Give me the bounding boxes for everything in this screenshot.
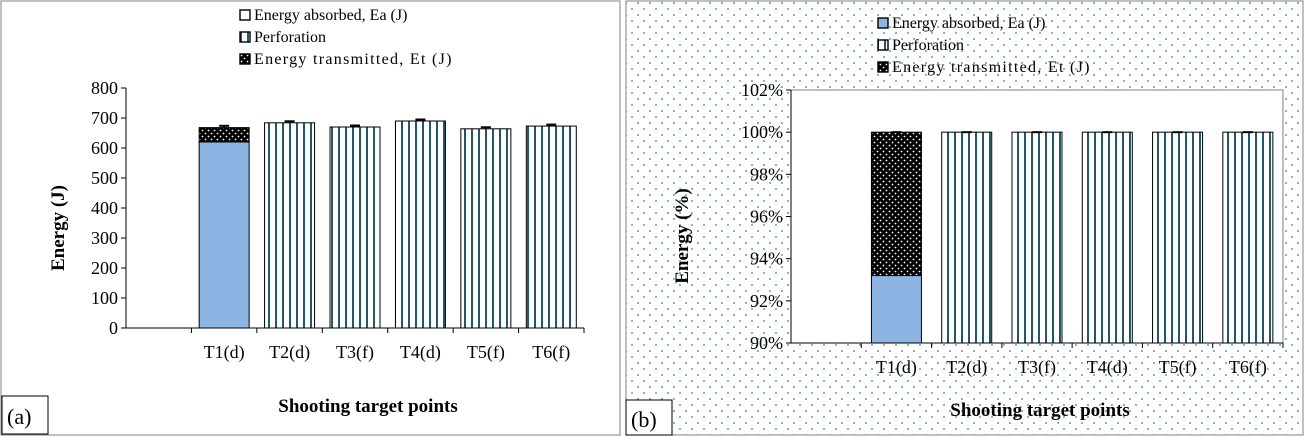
- x-tick-label: T2(d): [946, 357, 987, 378]
- x-tick-label: T6(f): [532, 342, 570, 363]
- legend-label-perforation: Perforation: [892, 37, 964, 54]
- y-tick-label: 0: [109, 318, 118, 338]
- x-tick-label: T5(f): [1159, 357, 1197, 378]
- bar-transmitted: [198, 127, 250, 143]
- bar-absorbed: [870, 275, 922, 344]
- bar-absorbed: [198, 141, 250, 329]
- y-tick-label: 90%: [750, 333, 783, 353]
- x-tick-label: T2(d): [269, 342, 310, 363]
- legend-label-absorbed: Energy absorbed, Ea (J): [892, 15, 1045, 32]
- y-tick-label: 94%: [750, 249, 783, 269]
- panel-b: 90% 92% 94% 96% 98% 100% 102% T1(d) T2(d) T3(f) T4…: [625, 0, 1304, 436]
- y-tick-label: 102%: [741, 80, 783, 100]
- x-tick-label: T4(d): [1087, 357, 1128, 378]
- y-tick-label: 300: [91, 228, 118, 248]
- bar-perforation: [1011, 131, 1063, 344]
- bar-perforation: [1081, 131, 1133, 344]
- legend-swatch-transmitted: [877, 61, 889, 73]
- panel-b-xlabel: Shooting target points: [950, 400, 1129, 421]
- legend-swatch-absorbed: [877, 17, 889, 29]
- y-tick-label: 98%: [750, 164, 783, 184]
- y-tick-label: 96%: [750, 207, 783, 227]
- y-tick-label: 700: [91, 108, 118, 128]
- y-tick-label: 500: [91, 168, 118, 188]
- x-tick-label: T1(d): [876, 357, 917, 378]
- y-tick-label: 600: [91, 138, 118, 158]
- x-tick-label: T5(f): [467, 342, 505, 363]
- x-tick-label: T1(d): [204, 342, 245, 363]
- panel-a: 0 100 200 300 400 500 600 700 800 T1(d) T2(d) T3(f)…: [0, 0, 621, 436]
- panel-b-legend: Energy absorbed, Ea (J) Perforation Energy…: [877, 15, 1091, 76]
- panel-b-tag: (b): [631, 407, 657, 432]
- panel-a-ylabel: Energy (J): [48, 185, 69, 271]
- bar-perforation: [394, 120, 446, 329]
- bar-perforation: [525, 125, 577, 329]
- bar-perforation: [1152, 131, 1204, 344]
- panel-a-tag: (a): [7, 404, 31, 429]
- legend-swatch-perforation: [239, 31, 251, 43]
- legend-swatch-absorbed: [239, 9, 251, 21]
- y-tick-label: 92%: [750, 291, 783, 311]
- legend-label-transmitted: Energy transmitted, Et (J): [892, 59, 1091, 76]
- bar-perforation: [329, 126, 381, 329]
- panel-b-ylabel: Energy (%): [672, 188, 693, 284]
- panel-a-plot: 0 100 200 300 400 500 600 700 800 T1(d) T2(d) T3(f)…: [91, 78, 585, 363]
- bar-perforation: [460, 128, 512, 329]
- bar-transmitted: [870, 131, 922, 277]
- bar-perforation: [941, 131, 993, 344]
- panel-a-tag-box: [1, 395, 49, 435]
- y-tick-label: 400: [91, 198, 118, 218]
- panel-b-plot: 90% 92% 94% 96% 98% 100% 102% T1(d) T2(d) T3(f) T4…: [741, 80, 1284, 378]
- x-tick-label: T6(f): [1229, 357, 1267, 378]
- x-tick-label: T3(f): [1018, 357, 1056, 378]
- panel-a-xlabel: Shooting target points: [278, 396, 457, 417]
- legend-label-transmitted: Energy transmitted, Et (J): [254, 51, 453, 68]
- legend-swatch-transmitted: [239, 53, 251, 65]
- y-tick-label: 200: [91, 258, 118, 278]
- y-tick-label: 800: [91, 78, 118, 98]
- y-tick-label: 100: [91, 288, 118, 308]
- panel-a-legend: Energy absorbed, Ea (J) Perforation Energy…: [239, 7, 453, 68]
- x-tick-label: T3(f): [336, 342, 374, 363]
- bar-perforation: [1222, 131, 1274, 344]
- legend-label-perforation: Perforation: [254, 29, 326, 46]
- panel-b-tag-box: [625, 399, 673, 436]
- bar-perforation: [264, 122, 316, 329]
- legend-swatch-perforation: [877, 39, 889, 51]
- legend-label-absorbed: Energy absorbed, Ea (J): [254, 7, 407, 24]
- x-tick-label: T4(d): [400, 342, 441, 363]
- y-tick-label: 100%: [741, 122, 783, 142]
